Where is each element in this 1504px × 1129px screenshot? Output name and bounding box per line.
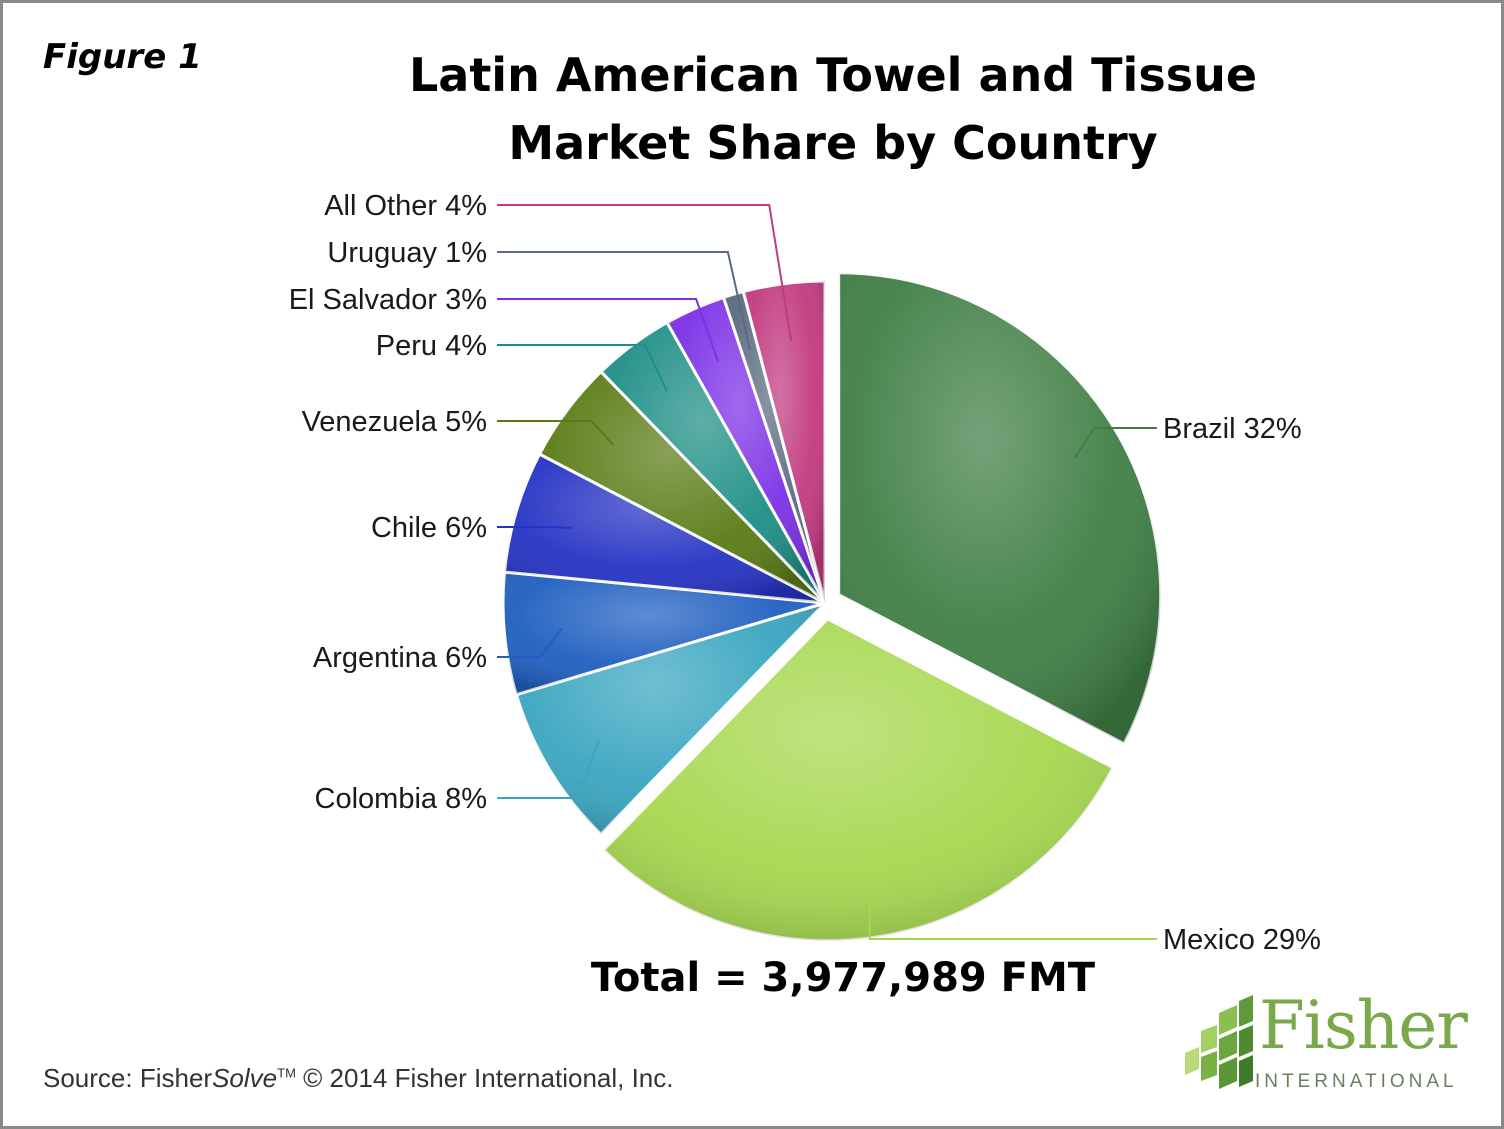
leader-line-uruguay — [497, 251, 751, 351]
slice-label-brazil: Brazil 32% — [1163, 413, 1302, 445]
leader-line-peru — [497, 344, 668, 392]
slice-label-colombia: Colombia 8% — [315, 783, 487, 815]
logo-subtitle: INTERNATIONAL — [1255, 1071, 1458, 1092]
chart-title: Latin American Towel and Tissue Market S… — [333, 41, 1333, 177]
slice-label-el-salvador: El Salvador 3% — [289, 284, 487, 316]
source-note: Source: FisherSolveTM © 2014 Fisher Inte… — [43, 1063, 674, 1094]
slice-label-all-other: All Other 4% — [324, 190, 487, 222]
slice-label-mexico: Mexico 29% — [1163, 924, 1321, 956]
slice-label-chile: Chile 6% — [371, 512, 487, 544]
slice-label-uruguay: Uruguay 1% — [327, 237, 487, 269]
leader-line-argentina — [497, 627, 563, 658]
slice-shine-all-other — [743, 281, 825, 603]
source-italic: Solve — [212, 1063, 278, 1093]
slice-shine-colombia — [516, 603, 825, 835]
slice-shine-peru — [600, 322, 825, 603]
leader-line-colombia — [497, 739, 601, 799]
figure-label: Figure 1 — [43, 37, 202, 77]
slice-label-venezuela: Venezuela 5% — [302, 406, 487, 438]
logo-bars-icon — [1185, 995, 1253, 1089]
slice-shine-chile — [504, 454, 825, 603]
logo-name: Fisher — [1259, 987, 1468, 1064]
slice-label-peru: Peru 4% — [376, 330, 487, 362]
pie-slices — [501, 271, 1163, 943]
leader-lines — [497, 204, 1157, 940]
leader-line-all-other — [497, 204, 793, 342]
slice-shine-venezuela — [539, 371, 825, 603]
slice-shine-el-salvador — [666, 297, 825, 603]
fisher-logo: Fisher INTERNATIONAL — [1183, 987, 1473, 1095]
leader-line-chile — [497, 526, 572, 529]
slice-shine-argentina — [502, 572, 825, 695]
leader-line-el-salvador — [497, 298, 720, 362]
total-label: Total = 3,977,989 FMT — [590, 955, 1096, 1001]
leader-line-mexico — [868, 879, 1157, 940]
source-suffix: © 2014 Fisher International, Inc. — [295, 1063, 674, 1093]
slice-labels: Brazil 32% Mexico 29% Colombia 8% Argentina… — [289, 190, 1321, 956]
slice-shine-mexico — [603, 618, 1114, 941]
source-prefix: Source: Fisher — [43, 1063, 213, 1093]
trademark-mark: TM — [277, 1065, 296, 1081]
slice-shine-uruguay — [723, 291, 825, 603]
slice-label-argentina: Argentina 6% — [313, 642, 487, 674]
chart-title-line-1: Latin American Towel and Tissue — [408, 48, 1258, 102]
pie-chart: Brazil 32% Mexico 29% Colombia 8% Argentina… — [289, 190, 1321, 956]
leader-line-venezuela — [497, 420, 615, 446]
slice-shine-brazil — [838, 272, 1161, 744]
chart-title-line-2: Market Share by Country — [508, 116, 1158, 170]
leader-line-brazil — [1073, 427, 1157, 459]
